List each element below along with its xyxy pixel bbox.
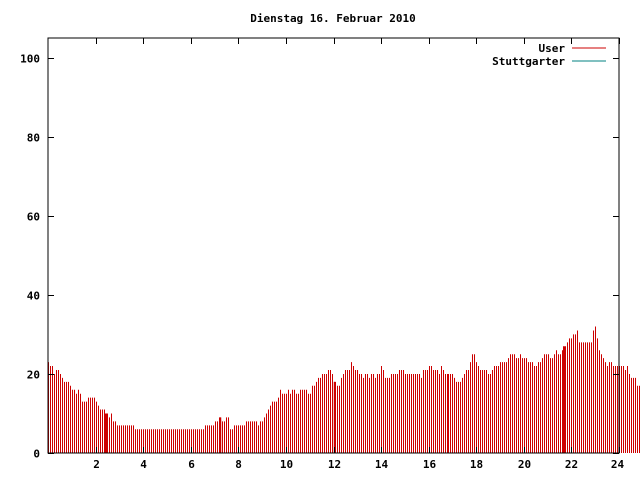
plot-frame bbox=[47, 37, 620, 454]
bars-layer bbox=[48, 326, 640, 453]
x-tick-label-2: 2 bbox=[93, 458, 100, 471]
x-tick-label-8: 8 bbox=[235, 458, 242, 471]
y-axis: 0 20 40 60 80 100 bbox=[20, 53, 619, 461]
legend: User Stuttgarter bbox=[492, 42, 606, 68]
x-tick-label-18: 18 bbox=[470, 458, 483, 471]
x-tick-label-24: 24 bbox=[611, 458, 625, 471]
y-tick-label-80: 80 bbox=[27, 132, 40, 145]
x-tick-label-10: 10 bbox=[280, 458, 293, 471]
x-tick-label-4: 4 bbox=[140, 458, 147, 471]
chart-title: Dienstag 16. Februar 2010 bbox=[250, 12, 416, 25]
x-tick-label-20: 20 bbox=[518, 458, 531, 471]
y-tick-label-100: 100 bbox=[20, 53, 40, 66]
x-tick-label-22: 22 bbox=[565, 458, 578, 471]
highlight-layer bbox=[105, 346, 566, 453]
y-tick-label-40: 40 bbox=[27, 290, 40, 303]
legend-label-stuttgarter: Stuttgarter bbox=[492, 55, 565, 68]
y-tick-label-60: 60 bbox=[27, 211, 40, 224]
y-tick-label-0: 0 bbox=[33, 448, 40, 461]
x-tick-label-14: 14 bbox=[375, 458, 389, 471]
legend-label-user: User bbox=[539, 42, 566, 55]
x-tick-label-16: 16 bbox=[423, 458, 437, 471]
y-tick-label-20: 20 bbox=[27, 369, 40, 382]
x-tick-label-12: 12 bbox=[328, 458, 341, 471]
x-tick-label-6: 6 bbox=[188, 458, 195, 471]
x-axis: 2 4 6 8 10 12 14 16 18 20 22 24 bbox=[93, 38, 624, 471]
